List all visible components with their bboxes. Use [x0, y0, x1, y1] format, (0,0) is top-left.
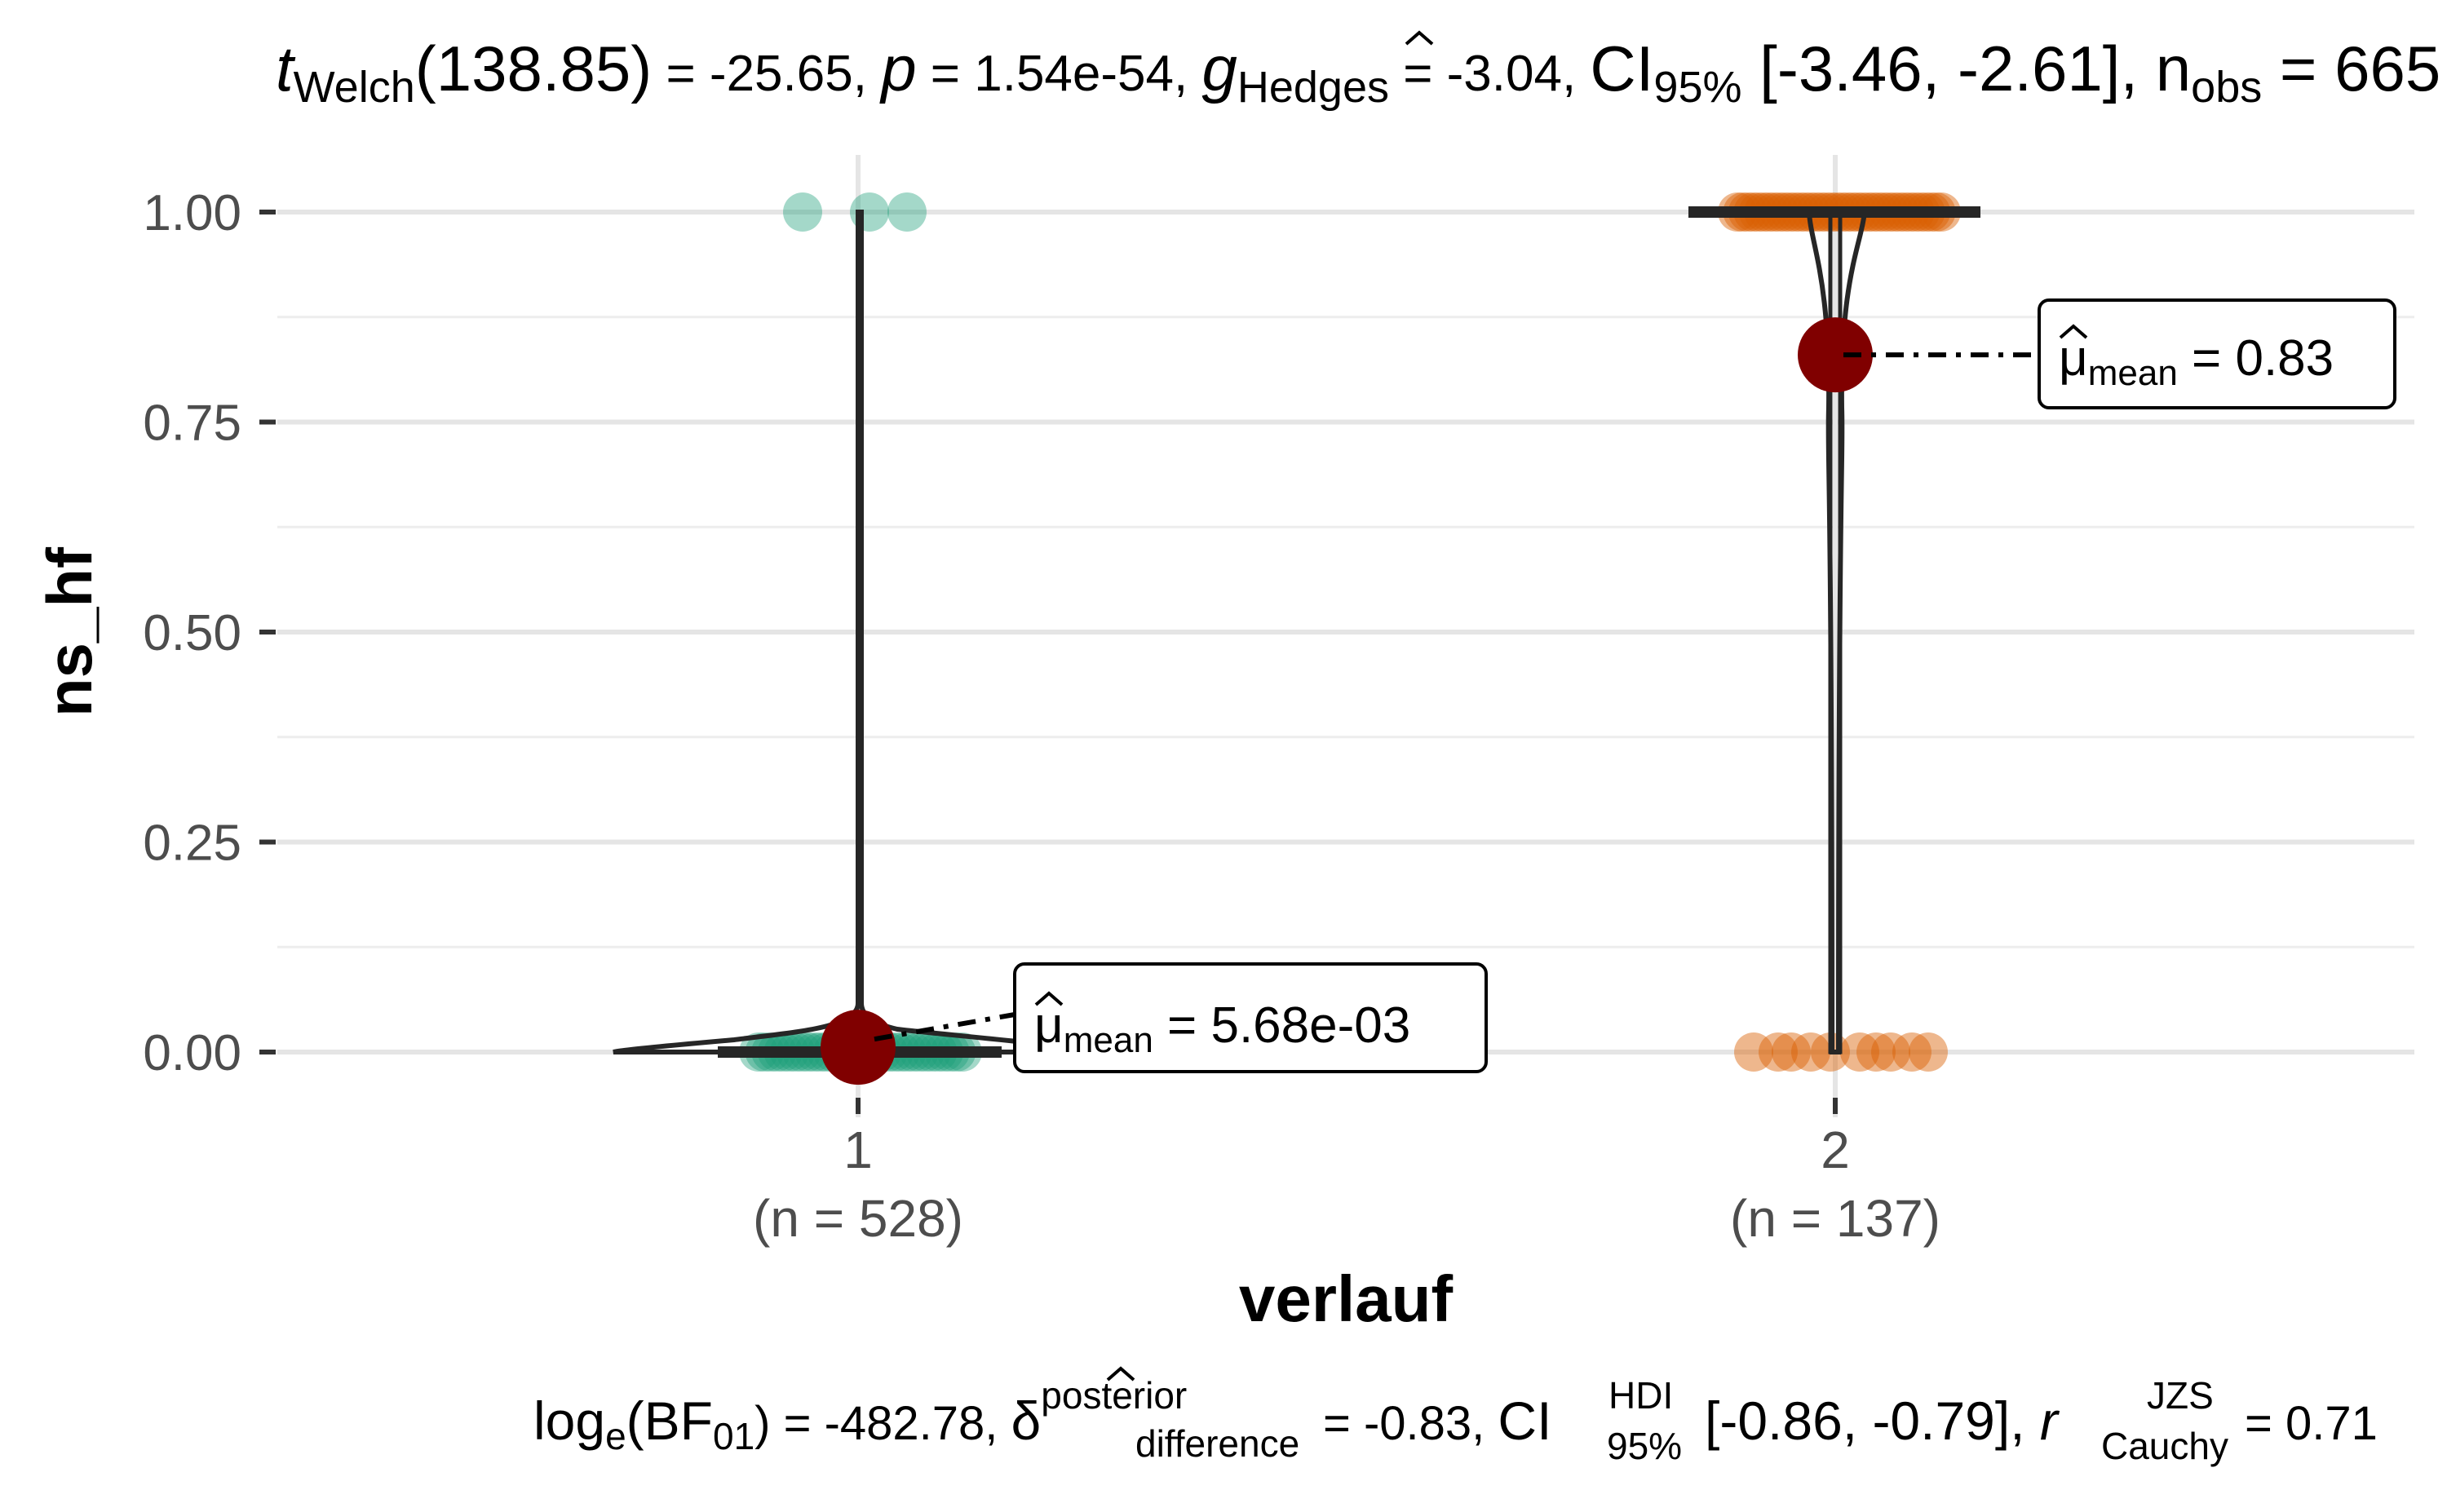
x-tick-label: 1: [843, 1121, 873, 1179]
mean-subscript: mean: [2088, 353, 2178, 393]
caption-r-symbol: r: [2040, 1390, 2060, 1451]
y-axis-title: ns_hf: [33, 546, 105, 717]
caption-log-subscript: e: [605, 1415, 626, 1457]
caption-delta-symbol: δ: [1011, 1390, 1042, 1451]
caption-rest: = -0.83, CI: [1323, 1390, 1551, 1451]
title-t-subscript: Welch: [294, 63, 415, 112]
title-n-value: = 665: [2262, 33, 2440, 104]
data-point: [1791, 1032, 1830, 1072]
data-point: [1892, 1032, 1931, 1072]
data-point: [1856, 1032, 1896, 1072]
caption-delta-value: = -0.83,: [1323, 1397, 1498, 1450]
data-point: [1772, 1032, 1811, 1072]
mean-value: = 5.68e-03: [1153, 997, 1410, 1054]
caption-delta-hat: [1106, 1366, 1135, 1382]
mean-hat: [2059, 324, 2088, 339]
mean-symbol: μ: [2059, 330, 2088, 387]
title-df: (138.85): [415, 33, 653, 104]
y-tick-label: 0.75: [143, 396, 241, 452]
title-ci-subscript: 95%: [1653, 63, 1741, 112]
title-g-symbol: g: [1201, 33, 1237, 104]
data-point: [1759, 1032, 1798, 1072]
violin-outline: [613, 210, 1104, 1054]
mean-subscript: mean: [1064, 1020, 1153, 1060]
x-axis-title: verlauf: [1239, 1262, 1454, 1335]
title-ci-value: [-3.46, -2.61], n: [1742, 33, 2192, 104]
x-tick-n-label: (n = 137): [1730, 1189, 1940, 1248]
y-tick-label: 0.50: [143, 605, 241, 661]
x-tick-label: 2: [1821, 1121, 1850, 1179]
data-point: [783, 192, 822, 232]
x-tick-n-label: (n = 528): [753, 1189, 963, 1248]
axes: 0.00 0.25 0.50 0.75 1.00 1 (n = 528) 2 (n = 137): [143, 185, 1940, 1248]
caption-r-value: = 0.71: [2245, 1397, 2378, 1450]
title-g-hat: [1405, 30, 1434, 46]
mean-point: [1798, 317, 1873, 393]
caption-ci-superscript: HDI: [1608, 1374, 1673, 1417]
caption-ci-value: [-0.86, -0.79],: [1705, 1390, 2040, 1451]
data-point: [887, 192, 927, 232]
mean-hat: [1034, 991, 1064, 1006]
data-point: [1871, 1032, 1910, 1072]
title-p-value: = 1.54e-54,: [917, 46, 1202, 102]
data-point: [1909, 1032, 1948, 1072]
y-tick-label: 0.00: [143, 1025, 241, 1081]
mean-label-box: [2038, 298, 2396, 409]
gridlines: [277, 155, 2414, 1117]
mean-value: = 0.83: [2178, 330, 2334, 387]
caption-r-subscript: Cauchy: [2101, 1425, 2228, 1467]
title-g-subscript: Hedges: [1237, 63, 1389, 112]
title-ci-symbol: CI: [1590, 33, 1653, 104]
caption-delta-subscript: difference: [1135, 1422, 1299, 1465]
caption-r-superscript: JZS: [2147, 1374, 2214, 1417]
caption-ci-subscript: 95%: [1607, 1425, 1682, 1467]
title-t-symbol: t: [276, 33, 296, 104]
title-n-subscript: obs: [2191, 63, 2262, 112]
caption-bf-value: ) = -482.78,: [754, 1397, 1011, 1450]
y-tick-label: 0.25: [143, 816, 241, 872]
caption-ci-symbol: CI: [1498, 1390, 1551, 1451]
mean-connector: [874, 1012, 1016, 1042]
caption-ci-and-r: [-0.86, -0.79], r: [1705, 1390, 2060, 1451]
title-p-symbol: p: [879, 33, 916, 104]
mean-label: μmean = 5.68e-03: [1034, 997, 1410, 1060]
distributions: [613, 192, 1980, 1085]
caption-delta-superscript: posterior: [1041, 1374, 1187, 1417]
y-tick-label: 1.00: [143, 185, 241, 241]
title-g-value: = -3.04,: [1389, 46, 1590, 102]
data-point: [1734, 1032, 1773, 1072]
caption-log: log: [533, 1390, 605, 1451]
mean-symbol: μ: [1034, 997, 1064, 1054]
title-t-value: = -25.65,: [652, 46, 881, 102]
data-point: [1840, 1032, 1879, 1072]
caption-bf-subscript: 01: [713, 1415, 754, 1457]
caption-bf-open: (BF: [626, 1390, 713, 1451]
mean-label-box: [1013, 962, 1488, 1073]
mean-point: [821, 1010, 896, 1085]
chart-title: tWelch(138.85) = -25.65, p = 1.54e-54, g…: [276, 33, 2440, 112]
mean-label: μmean = 0.83: [2059, 330, 2334, 393]
chart-caption: loge(BF01) = -482.78, δposterior: [533, 1374, 1187, 1457]
